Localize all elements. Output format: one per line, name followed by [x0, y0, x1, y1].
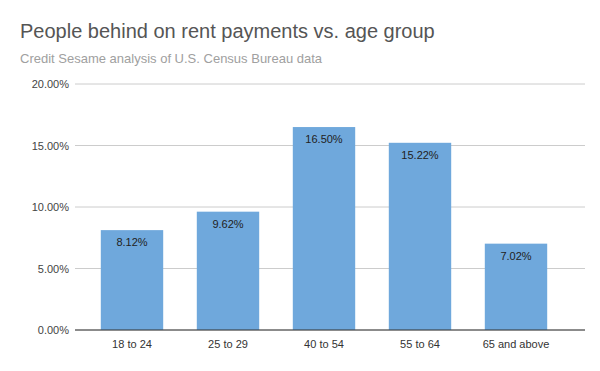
- grid: [75, 84, 585, 330]
- y-tick-label: 10.00%: [32, 201, 70, 213]
- bar: [101, 230, 163, 330]
- chart: People behind on rent payments vs. age g…: [0, 0, 600, 371]
- grid-line: [75, 84, 585, 85]
- y-axis: 0.00% 5.00% 10.00% 15.00% 20.00%: [32, 78, 70, 336]
- title: People behind on rent payments vs. age g…: [20, 20, 435, 42]
- bar: [197, 212, 259, 330]
- bar: [389, 143, 451, 330]
- data-label: 16.50%: [305, 133, 343, 145]
- x-axis-line: [75, 330, 585, 331]
- background: [0, 0, 600, 371]
- bar: [485, 244, 547, 330]
- data-label: 7.02%: [500, 250, 531, 262]
- x-tick-label: 18 to 24: [112, 338, 152, 350]
- data-label: 15.22%: [401, 149, 439, 161]
- y-tick-label: 0.00%: [38, 324, 69, 336]
- grid-line: [75, 330, 585, 331]
- bar: [293, 127, 355, 330]
- data-labels: 8.12% 9.62% 16.50% 15.22% 7.02%: [116, 133, 531, 262]
- x-tick-label: 40 to 54: [304, 338, 344, 350]
- subtitle: Credit Sesame analysis of U.S. Census Bu…: [20, 51, 323, 66]
- x-tick-label: 25 to 29: [208, 338, 248, 350]
- data-label: 8.12%: [116, 236, 147, 248]
- x-tick-label: 55 to 64: [400, 338, 440, 350]
- y-tick-label: 15.00%: [32, 140, 70, 152]
- y-tick-label: 20.00%: [32, 78, 70, 90]
- data-label: 9.62%: [212, 218, 243, 230]
- x-tick-label: 65 and above: [483, 338, 550, 350]
- y-tick-label: 5.00%: [38, 263, 69, 275]
- x-axis: 18 to 24 25 to 29 40 to 54 55 to 64 65 and a…: [112, 338, 549, 350]
- bars: [101, 127, 547, 330]
